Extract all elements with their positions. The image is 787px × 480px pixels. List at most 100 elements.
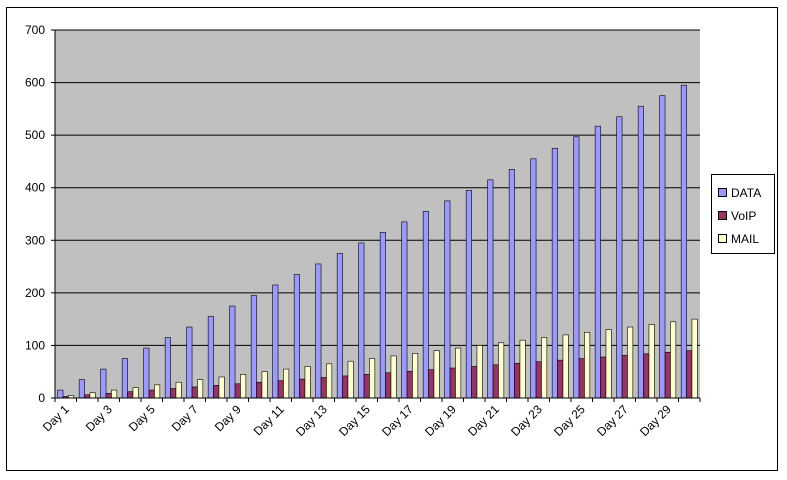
bar-voip bbox=[363, 374, 370, 399]
x-tick-label: Day 27 bbox=[594, 402, 631, 439]
bar-voip bbox=[449, 367, 456, 399]
bar-mail bbox=[691, 318, 698, 399]
bar-data bbox=[229, 305, 236, 399]
bar-data bbox=[57, 389, 64, 399]
bar-data bbox=[551, 147, 558, 399]
bar-mail bbox=[197, 379, 204, 399]
legend-swatch-mail bbox=[718, 234, 727, 243]
bar-voip bbox=[105, 392, 112, 399]
bar-data bbox=[465, 190, 472, 399]
bar-data bbox=[121, 358, 128, 399]
axes bbox=[51, 29, 701, 402]
bar-data bbox=[186, 326, 193, 399]
bar-data bbox=[444, 200, 451, 399]
y-tick-label: 700 bbox=[25, 23, 45, 37]
bar-voip bbox=[342, 375, 349, 399]
x-tick-label: Day 13 bbox=[293, 402, 330, 439]
bar-mail bbox=[218, 376, 225, 399]
bar-data bbox=[358, 242, 365, 399]
bar-mail bbox=[605, 329, 612, 399]
bar-mail bbox=[519, 339, 526, 399]
bar-voip bbox=[535, 361, 542, 399]
bar-mail bbox=[627, 326, 634, 399]
bar-mail bbox=[89, 392, 96, 399]
x-tick-label: Day 7 bbox=[169, 402, 201, 434]
bar-voip bbox=[170, 388, 177, 399]
bar-data bbox=[487, 179, 494, 399]
bar-data bbox=[272, 284, 279, 399]
bar-mail bbox=[283, 368, 290, 399]
bar-mail bbox=[132, 387, 139, 399]
bar-voip bbox=[148, 389, 155, 399]
plot-area bbox=[55, 30, 700, 398]
y-tick-label: 0 bbox=[38, 391, 45, 405]
legend-item-data: DATA bbox=[718, 181, 774, 204]
bar-voip bbox=[234, 383, 241, 399]
bar-data bbox=[100, 368, 107, 399]
bar-voip bbox=[492, 364, 499, 399]
legend-swatch-voip bbox=[718, 211, 727, 220]
bar-data bbox=[637, 105, 644, 399]
bar-voip bbox=[514, 362, 521, 399]
bar-mail bbox=[304, 366, 311, 399]
bar-mail bbox=[154, 384, 161, 399]
bar-data bbox=[401, 221, 408, 399]
bar-mail bbox=[476, 345, 483, 399]
gridlines bbox=[55, 29, 700, 346]
x-tick-label: Day 5 bbox=[126, 402, 158, 434]
legend-item-voip: VoIP bbox=[718, 204, 774, 227]
bar-data bbox=[250, 295, 257, 399]
bar-voip bbox=[256, 381, 263, 399]
bar-mail bbox=[347, 360, 354, 399]
bar-mail bbox=[111, 389, 118, 399]
x-tick-label: Day 23 bbox=[508, 402, 545, 439]
legend-label-data: DATA bbox=[731, 185, 762, 200]
y-tick-label: 200 bbox=[25, 286, 45, 300]
bar-data bbox=[659, 95, 666, 399]
y-tick-label: 500 bbox=[25, 128, 45, 142]
bar-data bbox=[143, 347, 150, 399]
bar-data bbox=[530, 158, 537, 399]
bar-data bbox=[207, 316, 214, 399]
x-tick-label: Day 9 bbox=[212, 402, 244, 434]
x-tick-label: Day 17 bbox=[379, 402, 416, 439]
bar-voip bbox=[191, 386, 198, 399]
x-tick-label: Day 1 bbox=[40, 402, 72, 434]
y-tick-label: 600 bbox=[25, 76, 45, 90]
y-tick-label: 300 bbox=[25, 233, 45, 247]
bar-mail bbox=[326, 363, 333, 399]
bar-voip bbox=[686, 350, 693, 399]
bar-voip bbox=[578, 358, 585, 399]
bar-data bbox=[315, 263, 322, 399]
bar-voip bbox=[600, 356, 607, 399]
x-tick-label: Day 29 bbox=[637, 402, 674, 439]
legend-label-voip: VoIP bbox=[731, 208, 757, 223]
legend-label-mail: MAIL bbox=[731, 231, 760, 246]
legend-item-mail: MAIL bbox=[718, 227, 774, 250]
bar-voip bbox=[320, 377, 327, 399]
x-tick-labels: Day 1 Day 3 Day 5 Day 7 Day 9 Day 11 Day 13 Day… bbox=[40, 402, 674, 439]
bar-mail bbox=[175, 381, 182, 399]
legend-swatch-data bbox=[718, 188, 727, 197]
bar-voip bbox=[385, 372, 392, 399]
bar-mail bbox=[369, 358, 376, 399]
x-tick-label: Day 15 bbox=[336, 402, 373, 439]
bar-mail bbox=[541, 337, 548, 399]
x-tick-label: Day 21 bbox=[465, 402, 502, 439]
bar-mail bbox=[670, 321, 677, 399]
bar-voip bbox=[277, 380, 284, 399]
bar-data bbox=[164, 337, 171, 399]
legend: DATA VoIP MAIL bbox=[711, 174, 775, 254]
bar-voip bbox=[621, 355, 628, 399]
x-tick-label: Day 3 bbox=[83, 402, 115, 434]
bar-voip bbox=[127, 391, 134, 399]
bar-voip bbox=[428, 369, 435, 399]
x-tick-label: Day 11 bbox=[251, 402, 287, 438]
y-tick-label: 100 bbox=[25, 338, 45, 352]
bar-mail bbox=[390, 355, 397, 399]
bar-mail bbox=[433, 350, 440, 399]
x-tick-label: Day 25 bbox=[551, 402, 588, 439]
bar-data bbox=[680, 84, 687, 399]
bar-mail bbox=[562, 334, 569, 399]
bar-data bbox=[616, 116, 623, 399]
